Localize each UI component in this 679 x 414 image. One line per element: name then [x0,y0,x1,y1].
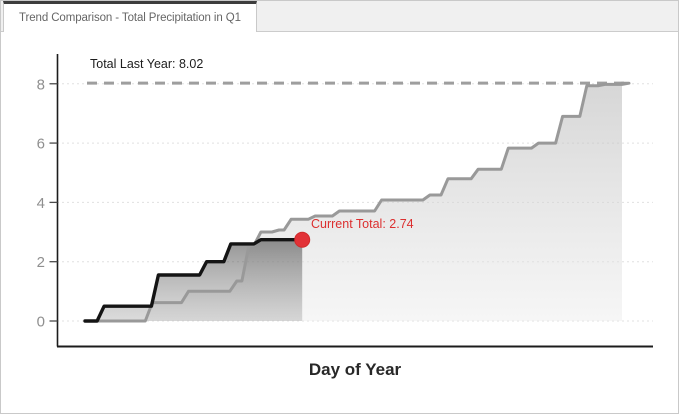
y-tick-label: 2 [37,254,45,271]
current-total-label: Current Total: 2.74 [311,217,414,231]
area-last-year [85,83,629,321]
chart-panel: 0 2 4 6 8 Total Last Year: 8.02 Current Tota… [1,32,678,413]
y-tick-label: 8 [37,76,45,93]
reference-line-label: Total Last Year: 8.02 [90,57,204,71]
line-current-year [83,238,304,323]
tab-bar: Trend Comparison - Total Precipitation i… [1,1,678,32]
tab-title: Trend Comparison - Total Precipitation i… [19,12,241,24]
y-tick-label: 0 [37,314,45,331]
y-tick-label: 6 [37,136,45,153]
y-tick-label: 4 [37,195,45,212]
current-total-marker [294,231,311,248]
line-last-year [83,81,631,323]
precipitation-chart-canvas: 0 2 4 6 8 [37,54,653,348]
tab-trend-comparison[interactable]: Trend Comparison - Total Precipitation i… [3,1,257,32]
x-axis-title: Day of Year [308,360,402,379]
area-current-year [85,239,303,321]
